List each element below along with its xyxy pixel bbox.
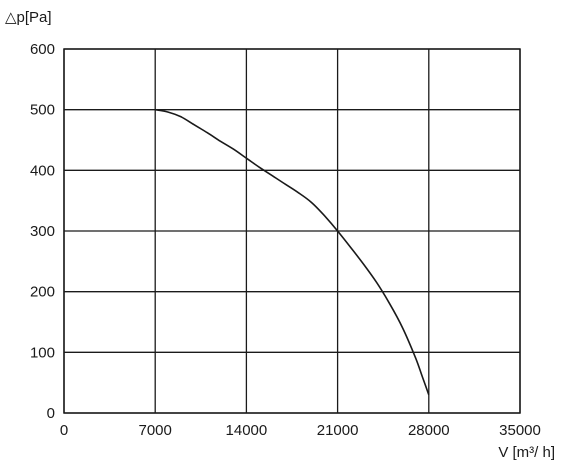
y-tick-label-1: 100 xyxy=(30,344,55,361)
x-tick-label-3: 21000 xyxy=(317,422,359,439)
series-layer xyxy=(155,108,430,396)
y-tick-label-0: 0 xyxy=(47,405,55,422)
x-tick-label-0: 0 xyxy=(60,422,68,439)
x-tick-label-4: 28000 xyxy=(408,422,450,439)
x-tick-label-1: 7000 xyxy=(139,422,172,439)
series-line-0 xyxy=(155,108,430,396)
y-axis-title: △p[Pa] xyxy=(5,9,52,26)
y-tick-label-5: 500 xyxy=(30,102,55,119)
x-tick-label-5: 35000 xyxy=(499,422,541,439)
y-tick-label-6: 600 xyxy=(30,41,55,58)
y-tick-labels: 0 100 200 300 400 500 600 xyxy=(30,41,55,422)
y-tick-label-2: 200 xyxy=(30,284,55,301)
x-tick-labels: 0 7000 14000 21000 28000 35000 xyxy=(60,422,541,439)
y-tick-label-3: 300 xyxy=(30,223,55,240)
plot-frame xyxy=(63,48,521,414)
y-tick-label-4: 400 xyxy=(30,162,55,179)
grid xyxy=(63,48,521,414)
x-tick-label-2: 14000 xyxy=(226,422,268,439)
x-axis-title: V [m³/ h] xyxy=(498,444,555,461)
